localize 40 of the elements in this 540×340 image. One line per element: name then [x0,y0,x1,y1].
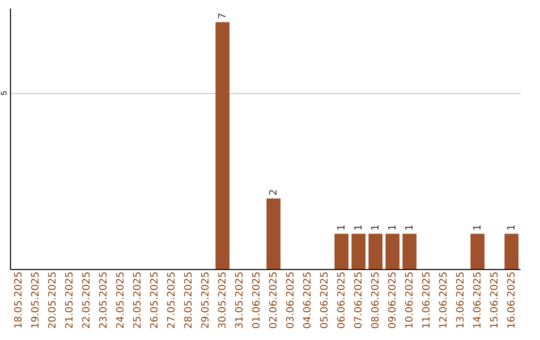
x-tick-label: 30.05.2025 [218,272,228,329]
x-tick-label: 15.06.2025 [490,272,500,329]
x-tick-label: 11.06.2025 [422,272,432,329]
x-tick-label: 05.06.2025 [320,272,330,329]
x-tick-label: 26.05.2025 [150,272,160,329]
data-label: 1 [506,224,518,231]
x-tick-label: 09.06.2025 [388,272,398,329]
x-tick-label: 21.05.2025 [64,272,76,329]
x-tick-label: 23.05.2025 [98,272,110,329]
data-label: 1 [336,224,348,231]
data-label: 1 [388,224,398,231]
x-tick-label: 06.06.2025 [336,272,348,329]
x-tick-label: 10.06.2025 [404,272,416,329]
x-tick-label: 08.06.2025 [370,272,382,329]
x-tick-label: 22.05.2025 [82,272,92,329]
data-label: 1 [404,224,416,231]
data-label: 1 [370,224,382,231]
data-label: 7 [218,12,228,20]
data-label: 1 [354,224,364,231]
x-tick-label: 29.05.2025 [200,272,212,329]
x-tick-label: 25.05.2025 [132,272,144,329]
x-tick-label: 31.05.2025 [234,272,246,329]
x-tick-label: 28.05.2025 [184,272,194,329]
x-tick-label: 04.06.2025 [302,272,314,329]
x-tick-label: 13.06.2025 [456,272,466,329]
x-tick-label: 24.05.2025 [116,272,126,329]
x-tick-label: 27.05.2025 [166,272,178,329]
x-tick-label: 07.06.2025 [354,272,364,329]
y-tick-label: 5 [0,90,8,96]
x-tick-label: 02.06.2025 [268,272,280,329]
x-tick-label: 18.05.2025 [14,272,24,329]
data-label: 1 [472,224,484,231]
x-tick-label: 16.06.2025 [506,272,518,329]
x-tick-label: 12.06.2025 [438,272,450,329]
x-tick-label: 19.05.2025 [30,272,42,329]
x-tick-label: 01.06.2025 [252,272,262,329]
x-tick-label: 03.06.2025 [286,272,296,329]
x-tick-label: 14.06.2025 [472,272,484,329]
x-tick-label: 20.05.2025 [48,272,58,329]
data-label: 2 [268,189,280,196]
